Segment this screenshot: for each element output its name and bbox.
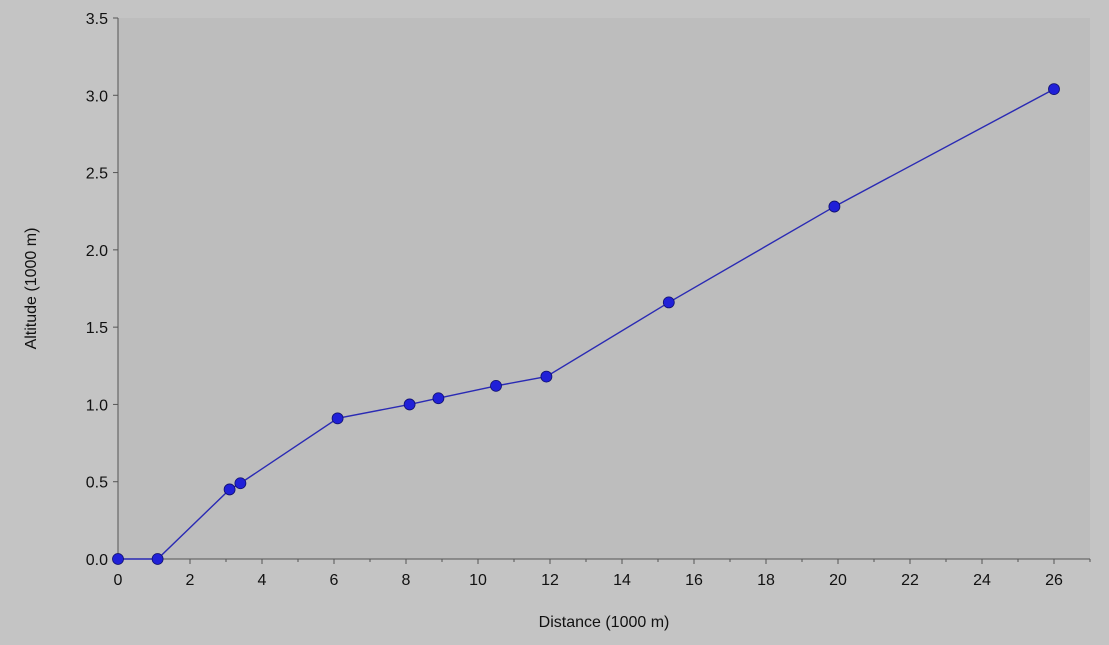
y-tick-label: 1.0 [86, 397, 108, 414]
x-tick-label: 0 [114, 572, 123, 589]
x-tick-label: 16 [685, 572, 703, 589]
x-tick-label: 12 [541, 572, 559, 589]
x-tick-label: 22 [901, 572, 919, 589]
x-tick-label: 24 [973, 572, 991, 589]
data-point [432, 392, 445, 405]
y-tick-label: 2.0 [86, 243, 108, 260]
x-tick-label: 6 [330, 572, 339, 589]
x-tick-label: 20 [829, 572, 847, 589]
data-point [403, 398, 416, 411]
y-tick-label: 2.5 [86, 166, 108, 183]
x-tick-label: 2 [186, 572, 195, 589]
series-line [118, 88, 1055, 560]
x-axis-label: Distance (1000 m) [539, 614, 670, 631]
y-axis-ticks: 0.0 0.5 1.0 1.5 2.0 2.5 3.0 3.5 [86, 11, 118, 569]
x-tick-label: 10 [469, 572, 487, 589]
series-layer [112, 83, 1060, 565]
data-point [1048, 83, 1060, 96]
data-point [151, 553, 164, 565]
y-tick-label: 1.5 [86, 320, 108, 337]
data-point [112, 553, 124, 565]
data-point [331, 412, 344, 425]
plot-area [118, 18, 1090, 559]
x-tick-label: 8 [402, 572, 411, 589]
y-tick-label: 0.5 [86, 475, 108, 492]
x-tick-label: 26 [1045, 572, 1063, 589]
y-tick-label: 0.0 [86, 552, 108, 569]
data-point [223, 483, 236, 496]
data-point [540, 370, 553, 383]
data-point [662, 296, 675, 309]
data-point [490, 379, 502, 392]
y-tick-label: 3.0 [86, 88, 108, 105]
data-point [828, 200, 841, 213]
y-axis-label: Altitude (1000 m) [23, 228, 40, 350]
x-tick-label: 4 [258, 572, 267, 589]
x-axis-ticks: 0 2 4 6 8 10 12 14 16 18 20 22 24 26 [114, 559, 1091, 589]
x-tick-label: 18 [757, 572, 775, 589]
data-point [234, 477, 247, 490]
y-tick-label: 3.5 [86, 11, 108, 28]
x-tick-label: 14 [613, 572, 631, 589]
